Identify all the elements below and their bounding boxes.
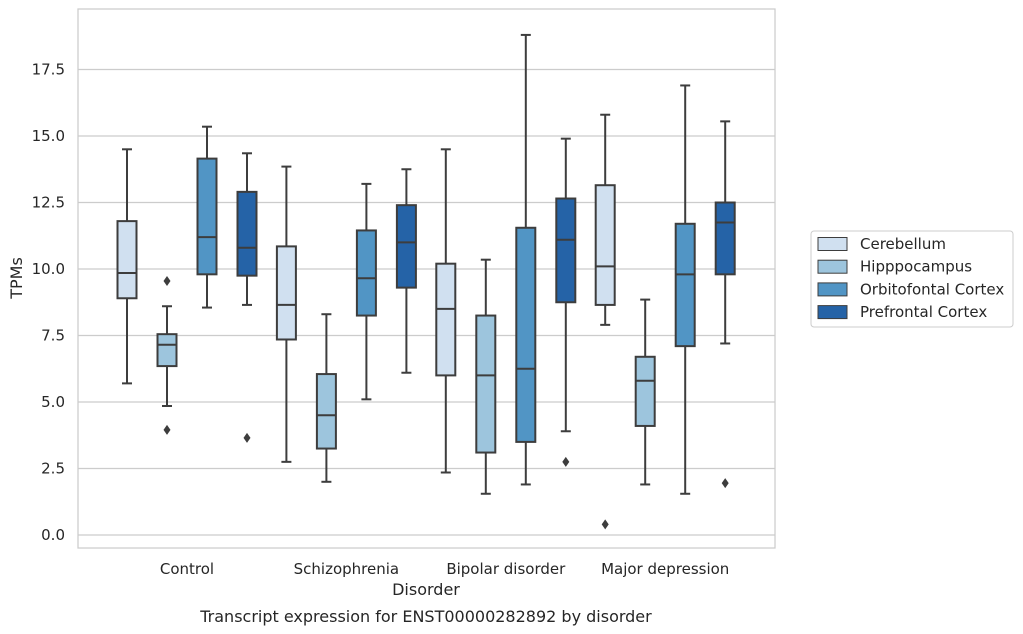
box	[116, 220, 138, 300]
y-tick-label: 10.0	[32, 260, 65, 278]
box-group	[315, 313, 337, 483]
y-tick-label: 17.5	[32, 61, 65, 79]
outlier-point	[163, 424, 171, 435]
box	[435, 262, 457, 377]
y-tick-label: 5.0	[41, 393, 65, 411]
x-tick-label: Bipolar disorder	[446, 560, 566, 578]
legend-item: Cerebellum	[817, 235, 946, 253]
outlier-point	[163, 275, 171, 286]
x-tick-label: Schizophrenia	[294, 560, 399, 578]
box	[555, 197, 577, 304]
outlier-point	[721, 478, 729, 489]
y-tick-label: 0.0	[41, 526, 65, 544]
box-series	[116, 33, 736, 530]
legend-swatch	[817, 237, 848, 251]
box-group	[594, 113, 616, 530]
outlier-point	[562, 456, 570, 467]
box	[475, 314, 497, 454]
x-axis-ticks: Control Schizophrenia Bipolar disorder Majo…	[160, 560, 729, 578]
y-tick-label: 7.5	[41, 327, 65, 345]
plot-frame	[77, 8, 776, 549]
legend-label: Orbitofontal Cortex	[860, 280, 1004, 298]
y-tick-label: 15.0	[32, 127, 65, 145]
box	[236, 190, 258, 277]
legend-item: Prefrontal Cortex	[817, 303, 987, 321]
legend-swatch	[817, 282, 848, 297]
box	[634, 355, 656, 427]
y-axis-ticks: 0.0 2.5 5.0 7.5 10.0 12.5 15.0 17.5	[32, 61, 65, 545]
y-axis-title: TPMs	[7, 257, 26, 300]
x-tick-label: Control	[160, 560, 214, 578]
legend-item: Orbitofontal Cortex	[817, 280, 1004, 298]
box-group	[196, 125, 218, 309]
box	[355, 229, 377, 317]
outlier-point	[243, 432, 251, 443]
box	[515, 226, 537, 443]
box	[395, 204, 417, 289]
box	[674, 222, 696, 348]
box-group	[674, 84, 696, 495]
box	[156, 333, 178, 368]
legend: Cerebellum Hipppocampus Orbitofontal Corte…	[810, 230, 1014, 328]
legend-swatch	[817, 305, 848, 320]
outlier-point	[601, 519, 609, 530]
box-group	[156, 275, 178, 435]
box	[196, 157, 218, 276]
legend-item: Hipppocampus	[817, 258, 972, 276]
box	[315, 373, 337, 450]
box-group	[555, 137, 577, 467]
box-group	[714, 120, 736, 489]
box-group	[515, 33, 537, 486]
x-tick-label: Major depression	[601, 560, 729, 578]
grid-lines	[78, 68, 775, 536]
box-group	[355, 182, 377, 401]
box	[594, 184, 616, 306]
x-axis-title: Disorder	[392, 580, 460, 599]
box-group	[634, 298, 656, 486]
box-group	[275, 165, 297, 463]
legend-frame	[810, 230, 1014, 328]
box-group	[395, 168, 417, 374]
legend-swatch	[817, 259, 848, 274]
plot-area	[78, 9, 775, 548]
box-group	[236, 152, 258, 443]
chart-caption: Transcript expression for ENST0000028289…	[199, 607, 652, 626]
box-group	[435, 148, 457, 474]
legend-label: Hipppocampus	[860, 258, 972, 276]
box-group	[116, 148, 138, 385]
box	[275, 245, 297, 341]
box	[714, 201, 736, 276]
y-tick-label: 12.5	[32, 194, 65, 212]
y-tick-label: 2.5	[41, 460, 65, 478]
legend-label: Cerebellum	[860, 235, 946, 253]
legend-label: Prefrontal Cortex	[860, 303, 987, 321]
box-group	[475, 258, 497, 495]
